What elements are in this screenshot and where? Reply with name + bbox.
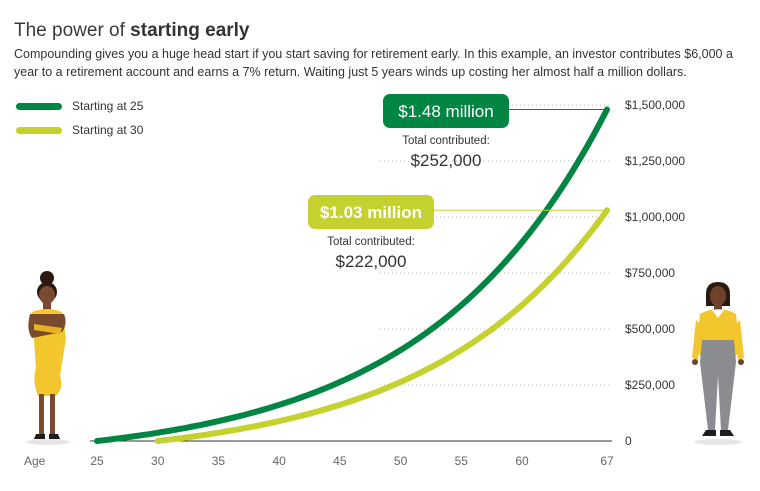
x-axis-label: Age	[24, 454, 46, 468]
y-tick-label: $750,000	[625, 266, 675, 280]
callouts: $1.48 million Total contributed: $252,000 $…	[308, 94, 607, 271]
y-tick-labels: 0 $250,000 $500,000 $750,000 $1,000,000 $1,25…	[625, 98, 685, 448]
callout-value-label: $1.48 million	[398, 102, 493, 121]
callout-contributed-value: $222,000	[336, 252, 407, 271]
legend-swatch-starting-25	[16, 102, 62, 110]
chart-subtitle: Compounding gives you a huge head start …	[14, 47, 733, 79]
callout-contributed-label: Total contributed:	[327, 236, 415, 248]
callout-value-box	[308, 195, 434, 229]
x-tick-label: 35	[212, 454, 226, 468]
callout-value-box	[383, 94, 509, 128]
series-lines	[94, 106, 610, 444]
y-tick-label: $250,000	[625, 378, 675, 392]
y-tick-label: 0	[625, 434, 632, 448]
callout-contributed-label: Total contributed:	[402, 135, 490, 147]
legend-swatch-starting-30	[16, 126, 62, 134]
x-tick-label: 40	[272, 454, 286, 468]
woman-yellow-sweater-illustration	[692, 282, 744, 445]
chart-title-bold: starting early	[130, 20, 250, 41]
y-tick-label: $1,000,000	[625, 210, 685, 224]
x-tick-label: 60	[515, 454, 529, 468]
series-line-starting-25	[94, 106, 610, 444]
callout-value-label: $1.03 million	[320, 203, 422, 222]
x-tick-label: 55	[455, 454, 469, 468]
legend-item-starting-25: Starting at 25	[16, 94, 143, 118]
chart-title: The power of starting early	[14, 20, 250, 42]
legend-item-starting-30: Starting at 30	[16, 118, 143, 142]
callout-contributed-value: $252,000	[411, 151, 482, 170]
x-tick-label: 67	[600, 454, 614, 468]
y-tick-label: $1,250,000	[625, 154, 685, 168]
legend-label-starting-25: Starting at 25	[72, 99, 144, 113]
chart-legend: Starting at 25 Starting at 30	[16, 94, 143, 142]
x-tick-label: 30	[151, 454, 165, 468]
series-line-starting-30	[154, 207, 610, 444]
x-tick-labels: 25 30 35 40 45 50 55 60 67	[90, 454, 614, 468]
woman-yellow-dress-illustration	[26, 271, 70, 445]
chart-title-prefix: The power of	[14, 20, 131, 41]
y-tick-label: $500,000	[625, 322, 675, 336]
x-tick-label: 50	[394, 454, 408, 468]
x-tick-label: 25	[90, 454, 104, 468]
legend-label-starting-30: Starting at 30	[72, 123, 144, 137]
x-tick-label: 45	[333, 454, 347, 468]
y-tick-label: $1,500,000	[625, 98, 685, 112]
